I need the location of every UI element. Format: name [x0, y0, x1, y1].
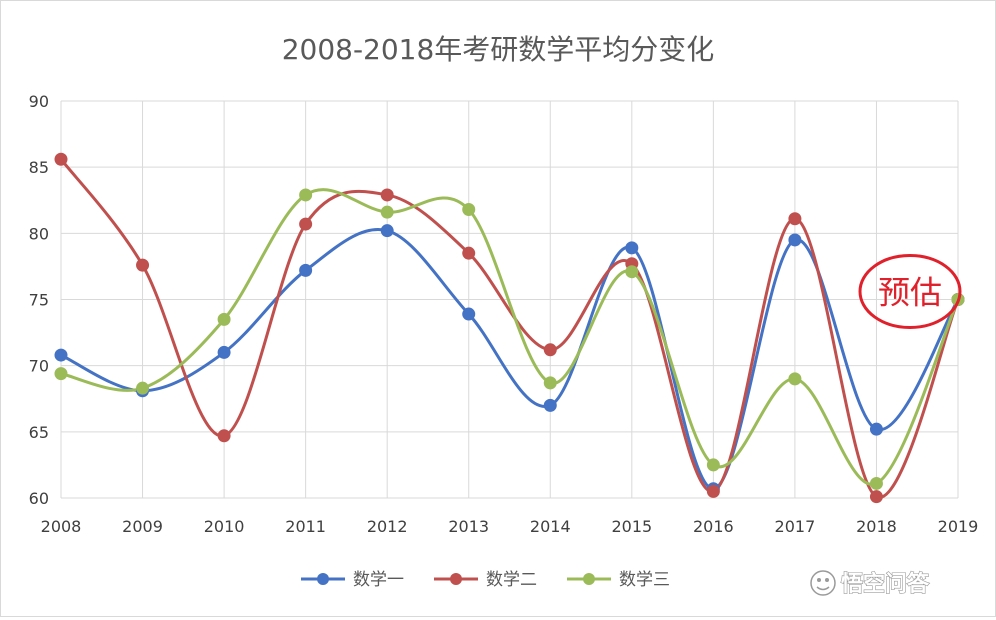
- estimate-annotation: 预估: [858, 254, 962, 329]
- y-tick-label: 85: [29, 158, 49, 177]
- x-tick-label: 2012: [367, 517, 408, 536]
- x-tick-label: 2013: [448, 517, 489, 536]
- series-line: [59, 158, 960, 499]
- data-point: [869, 422, 883, 436]
- legend-label: 数学三: [619, 570, 670, 590]
- data-point: [299, 217, 313, 231]
- data-point: [706, 484, 720, 498]
- data-point: [706, 458, 720, 472]
- legend-item: 数学三: [567, 570, 670, 590]
- data-point: [136, 381, 150, 395]
- data-point: [462, 307, 476, 321]
- y-tick-label: 60: [29, 489, 49, 508]
- data-point: [54, 367, 68, 381]
- y-axis-ticks: 60 65 70 75 80 85 90: [29, 92, 49, 508]
- data-point: [380, 188, 394, 202]
- chart-title: 2008-2018年考研数学平均分变化: [282, 33, 715, 66]
- series-lines: [54, 152, 965, 504]
- legend-item: 数学二: [434, 570, 537, 590]
- x-tick-label: 2014: [530, 517, 571, 536]
- data-point: [462, 246, 476, 260]
- y-tick-label: 65: [29, 423, 49, 442]
- data-point: [380, 224, 394, 238]
- estimate-circle: [858, 254, 962, 329]
- data-point: [462, 203, 476, 217]
- data-point: [543, 398, 557, 412]
- y-tick-label: 70: [29, 357, 49, 376]
- legend-item: 数学一: [301, 570, 404, 590]
- data-point: [869, 490, 883, 504]
- x-tick-label: 2017: [775, 517, 816, 536]
- series-line: [60, 188, 960, 486]
- legend-swatch-marker: [317, 573, 329, 585]
- data-point: [54, 152, 68, 166]
- x-tick-label: 2016: [693, 517, 734, 536]
- x-tick-label: 2011: [285, 517, 326, 536]
- series-line: [60, 228, 960, 491]
- data-point: [788, 233, 802, 247]
- x-tick-label: 2015: [611, 517, 652, 536]
- data-point: [543, 376, 557, 390]
- x-tick-label: 2010: [204, 517, 245, 536]
- y-tick-label: 75: [29, 291, 49, 310]
- data-point: [625, 241, 639, 255]
- data-point: [54, 348, 68, 362]
- data-point: [543, 343, 557, 357]
- estimate-label: 预估: [878, 274, 942, 312]
- data-point: [136, 258, 150, 272]
- data-point: [217, 345, 231, 359]
- series-3: [60, 188, 960, 486]
- data-point: [869, 476, 883, 490]
- x-tick-label: 2018: [856, 517, 897, 536]
- legend-swatch-marker: [450, 573, 462, 585]
- y-tick-label: 80: [29, 224, 49, 243]
- legend-label: 数学二: [486, 570, 537, 590]
- series-2-markers: [54, 152, 965, 504]
- series-3-markers: [54, 188, 965, 490]
- data-point: [299, 263, 313, 277]
- legend: 数学一 数学二 数学三: [301, 570, 670, 590]
- y-tick-label: 90: [29, 92, 49, 111]
- series-2: [59, 158, 960, 499]
- x-tick-label: 2019: [938, 517, 979, 536]
- x-tick-label: 2008: [41, 517, 82, 536]
- watermark-logo-icon: [810, 570, 836, 596]
- series-1-markers: [54, 224, 965, 496]
- watermark: 悟空问答: [810, 570, 931, 598]
- legend-label: 数学一: [353, 570, 404, 590]
- watermark-text: 悟空问答: [841, 571, 930, 597]
- data-point: [380, 205, 394, 219]
- data-point: [217, 312, 231, 326]
- legend-swatch-marker: [583, 573, 595, 585]
- data-point: [788, 372, 802, 386]
- x-tick-label: 2009: [122, 517, 163, 536]
- grid-lines: [60, 100, 959, 499]
- data-point: [217, 429, 231, 443]
- series-1: [60, 228, 960, 491]
- data-point: [299, 188, 313, 202]
- data-point: [788, 212, 802, 226]
- x-axis-ticks: 2008 2009 2010 2011 2012 2013 2014 2015 2016 2017…: [41, 517, 979, 536]
- data-point: [625, 265, 639, 279]
